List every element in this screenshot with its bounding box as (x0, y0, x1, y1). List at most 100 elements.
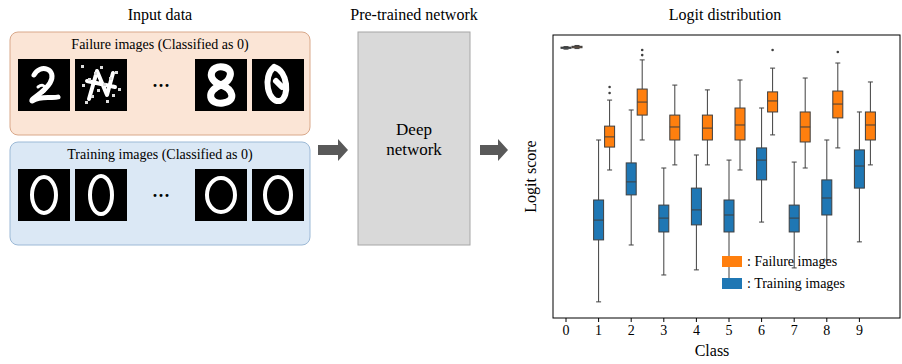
median (757, 160, 767, 161)
whisker-low (598, 240, 599, 302)
box (724, 200, 734, 232)
whisker-low (707, 140, 708, 165)
box (670, 115, 680, 140)
image (18, 169, 70, 221)
outlier (771, 49, 774, 52)
digit-stroke (38, 85, 45, 93)
label: : Training images (747, 276, 845, 291)
digit-stroke (265, 177, 291, 213)
label: 3 (660, 323, 667, 338)
label: 6 (758, 323, 765, 338)
arrow (480, 139, 508, 161)
image (18, 59, 70, 111)
label: 2 (628, 323, 635, 338)
noise (94, 72, 97, 75)
whisker-low (870, 140, 871, 165)
cap-low (607, 169, 612, 170)
digit-stroke (32, 177, 56, 213)
x-tick (598, 318, 599, 322)
outlier (837, 51, 840, 54)
cap-low (705, 164, 710, 165)
whisker-low (609, 147, 610, 170)
median (800, 126, 810, 127)
whisker-high (598, 140, 599, 200)
digit-stroke (207, 178, 235, 212)
median (724, 214, 734, 215)
whisker-high (805, 78, 806, 112)
cap-high (727, 160, 732, 161)
median (735, 124, 745, 125)
whisker-low (663, 232, 664, 275)
noise (91, 95, 94, 98)
whisker-high (609, 100, 610, 126)
x-tick (761, 318, 762, 322)
box (659, 205, 669, 232)
box (757, 148, 767, 180)
median (572, 46, 582, 47)
cap-high (640, 59, 645, 60)
cap-high (694, 154, 699, 155)
cap-low (738, 169, 743, 170)
image (195, 59, 247, 111)
median (637, 102, 647, 103)
whisker-high (794, 162, 795, 205)
box (605, 126, 615, 147)
digit-stroke (87, 71, 115, 99)
whisker-high (663, 168, 664, 205)
outlier (641, 54, 644, 57)
label: Pre-trained network (350, 6, 478, 23)
cap-low (759, 222, 764, 223)
legend-swatch (722, 256, 742, 267)
label: 8 (823, 323, 830, 338)
cap-low (770, 134, 775, 135)
cap-low (857, 241, 862, 242)
x-tick (826, 318, 827, 322)
digit-stroke (32, 69, 58, 101)
cap-high (835, 63, 840, 64)
median (626, 181, 636, 182)
median (605, 136, 615, 137)
box (691, 188, 701, 225)
noise (82, 84, 85, 87)
box (594, 200, 604, 240)
whisker-high (729, 160, 730, 200)
legend-swatch (722, 278, 742, 289)
x-tick (794, 318, 795, 322)
cap-high (868, 81, 873, 82)
x-tick (696, 318, 697, 322)
plot-frame (553, 35, 900, 318)
x-tick (663, 318, 664, 322)
box (822, 180, 832, 215)
cap-high (672, 85, 677, 86)
label: : Failure images (747, 254, 837, 269)
cap-low (596, 301, 601, 302)
arrow (318, 139, 348, 161)
plot (561, 45, 875, 301)
noise (115, 71, 118, 74)
whisker-high (642, 60, 643, 89)
label: Class (695, 342, 730, 359)
whisker-low (772, 112, 773, 135)
cap-high (705, 89, 710, 90)
box (561, 47, 571, 48)
box (768, 92, 778, 112)
whisker-high (826, 140, 827, 180)
label: Training images (Classified as 0) (67, 147, 253, 163)
label: Failure images (Classified as 0) (71, 37, 249, 53)
whisker-low (696, 225, 697, 270)
image (75, 169, 127, 221)
label: ··· (152, 76, 170, 96)
label: network (386, 140, 442, 159)
x-tick (729, 318, 730, 322)
median (768, 100, 778, 101)
noise (100, 66, 103, 69)
median (670, 126, 680, 127)
whisker-low (642, 115, 643, 140)
whisker-high (674, 85, 675, 115)
cap-low (868, 164, 873, 165)
noise (109, 77, 112, 80)
cap-high (857, 111, 862, 112)
label: 0 (563, 323, 570, 338)
whisker-high (772, 68, 773, 92)
cap-high (738, 79, 743, 80)
